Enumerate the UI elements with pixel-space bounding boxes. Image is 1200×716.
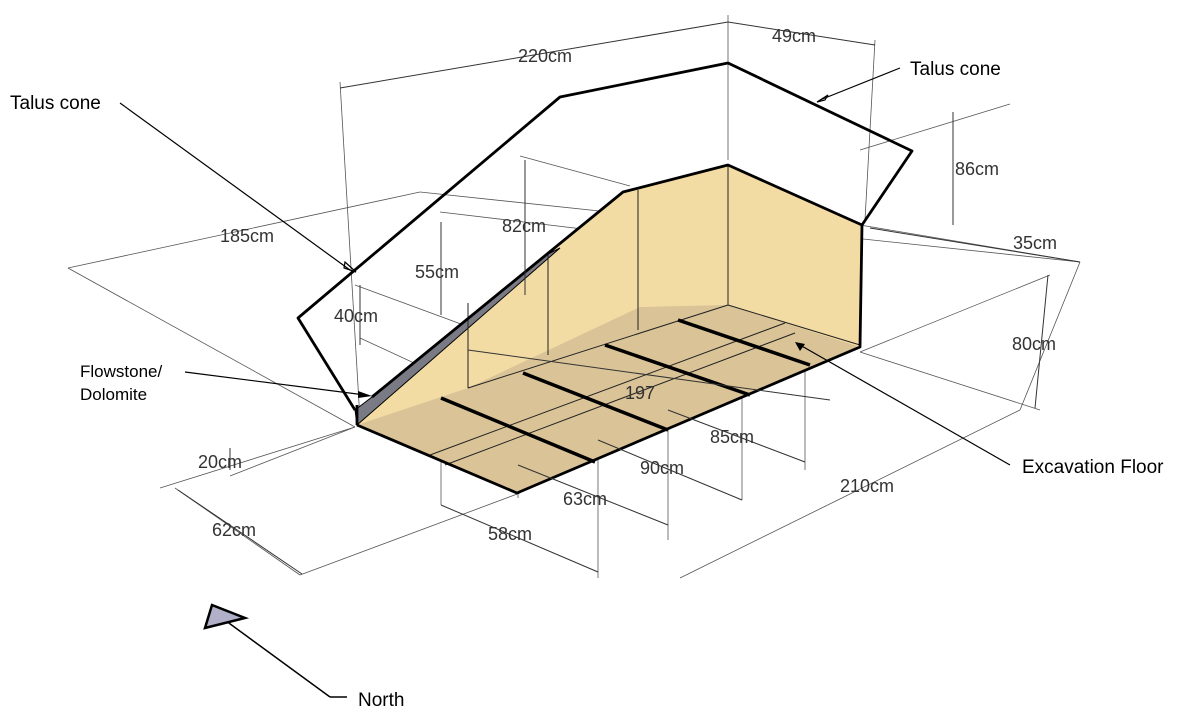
dim-49: 49cm xyxy=(772,26,816,46)
dim-62: 62cm xyxy=(212,520,256,540)
dim-63: 63cm xyxy=(563,489,607,509)
excavation-floor-label: Excavation Floor xyxy=(1022,457,1164,478)
dim-90: 90cm xyxy=(640,458,684,478)
dimension-lines xyxy=(177,21,1081,575)
dim-210: 210cm xyxy=(840,476,894,496)
dim-86: 86cm xyxy=(955,159,999,179)
excavation-floor-plane xyxy=(357,305,860,493)
flowstone-label-2: Dolomite xyxy=(80,385,147,404)
dim-20: 20cm xyxy=(198,452,242,472)
north-arrow-icon xyxy=(203,603,250,630)
leader-lines xyxy=(119,67,1011,466)
north-arrow xyxy=(203,603,347,698)
dim-197: 197 xyxy=(625,383,655,403)
north-label: North xyxy=(358,690,404,711)
dim-80: 80cm xyxy=(1012,334,1056,354)
dim-55: 55cm xyxy=(415,262,459,282)
flowstone-label-1: Flowstone/ xyxy=(80,362,162,381)
dim-85: 85cm xyxy=(710,427,754,447)
talus-cone-right-label: Talus cone xyxy=(910,59,1001,80)
floor-grid xyxy=(440,318,811,464)
talus-cone-left-label: Talus cone xyxy=(10,93,101,114)
dim-40: 40cm xyxy=(334,306,378,326)
talus-cone-outline xyxy=(296,61,914,411)
dim-185: 185cm xyxy=(220,226,274,246)
dim-58: 58cm xyxy=(488,524,532,544)
dim-35: 35cm xyxy=(1013,233,1057,253)
dim-220: 220cm xyxy=(518,46,572,66)
dim-82: 82cm xyxy=(502,216,546,236)
